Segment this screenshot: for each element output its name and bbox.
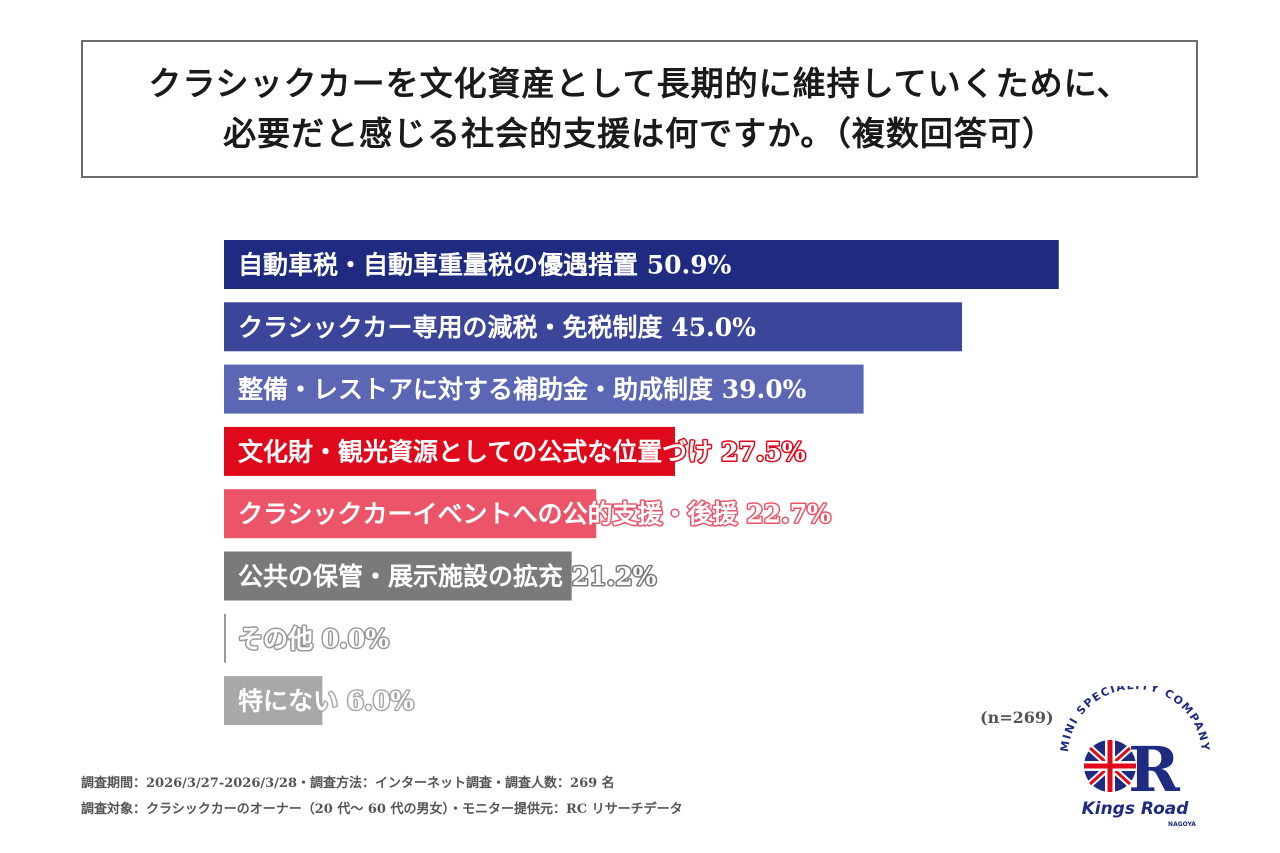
bar-5 xyxy=(224,489,597,539)
logo-brand-text: Kings Road xyxy=(1082,799,1190,819)
bar-6 xyxy=(224,551,572,601)
footnote-survey-period: 調査期間：2026/3/27-2026/3/28・調査方法：インターネット調査・… xyxy=(81,776,615,791)
bar-label: 自動車税・自動車重量税の優遇措置 50.9% xyxy=(238,251,732,280)
logo-r-letter: R xyxy=(1128,733,1180,806)
bar-8 xyxy=(224,676,323,726)
bar-label: 文化財・観光資源としての公式な位置づけ 27.5% xyxy=(238,437,806,466)
bar-2 xyxy=(224,302,962,352)
bar-label: 特にない 6.0% xyxy=(238,687,414,716)
union-flag-icon xyxy=(1084,740,1136,792)
bar-label: 整備・レストアに対する補助金・助成制度 39.0% xyxy=(238,375,807,404)
bar-label: その他 0.0% xyxy=(238,624,389,653)
bar-label: クラシックカーイベントへの公的支援・後援 22.7% xyxy=(238,500,831,529)
bar-1 xyxy=(224,240,1059,289)
bar-chart: 自動車税・自動車重量税の優遇措置 50.9% クラシックカー専用の減税・免税制度 … xyxy=(224,240,1059,726)
kings-road-logo: MINI SPECIALITY COMPANY R Kings Road NAG… xyxy=(1058,686,1211,828)
bar-zero-marker xyxy=(224,613,226,663)
bar-label: 公共の保管・展示施設の拡充 21.2% xyxy=(238,562,657,591)
bar-3 xyxy=(224,364,864,414)
bar-4 xyxy=(224,426,675,476)
logo-sub-text: NAGOYA xyxy=(1168,821,1196,828)
title-line-2: 必要だと感じる社会的支援は何ですか。（複数回答可） xyxy=(223,114,1056,153)
footnote-survey-target: 調査対象：クラシックカーのオーナー（20 代～ 60 代の男女）・モニター提供元… xyxy=(81,802,683,817)
title-line-1: クラシックカーを文化資産として長期的に維持していくために、 xyxy=(148,64,1131,103)
title-box: クラシックカーを文化資産として長期的に維持していくために、 必要だと感じる社会的… xyxy=(81,40,1198,178)
bar-label: クラシックカー専用の減税・免税制度 45.0% xyxy=(238,313,756,342)
sample-size-note: (n=269) xyxy=(980,708,1054,727)
